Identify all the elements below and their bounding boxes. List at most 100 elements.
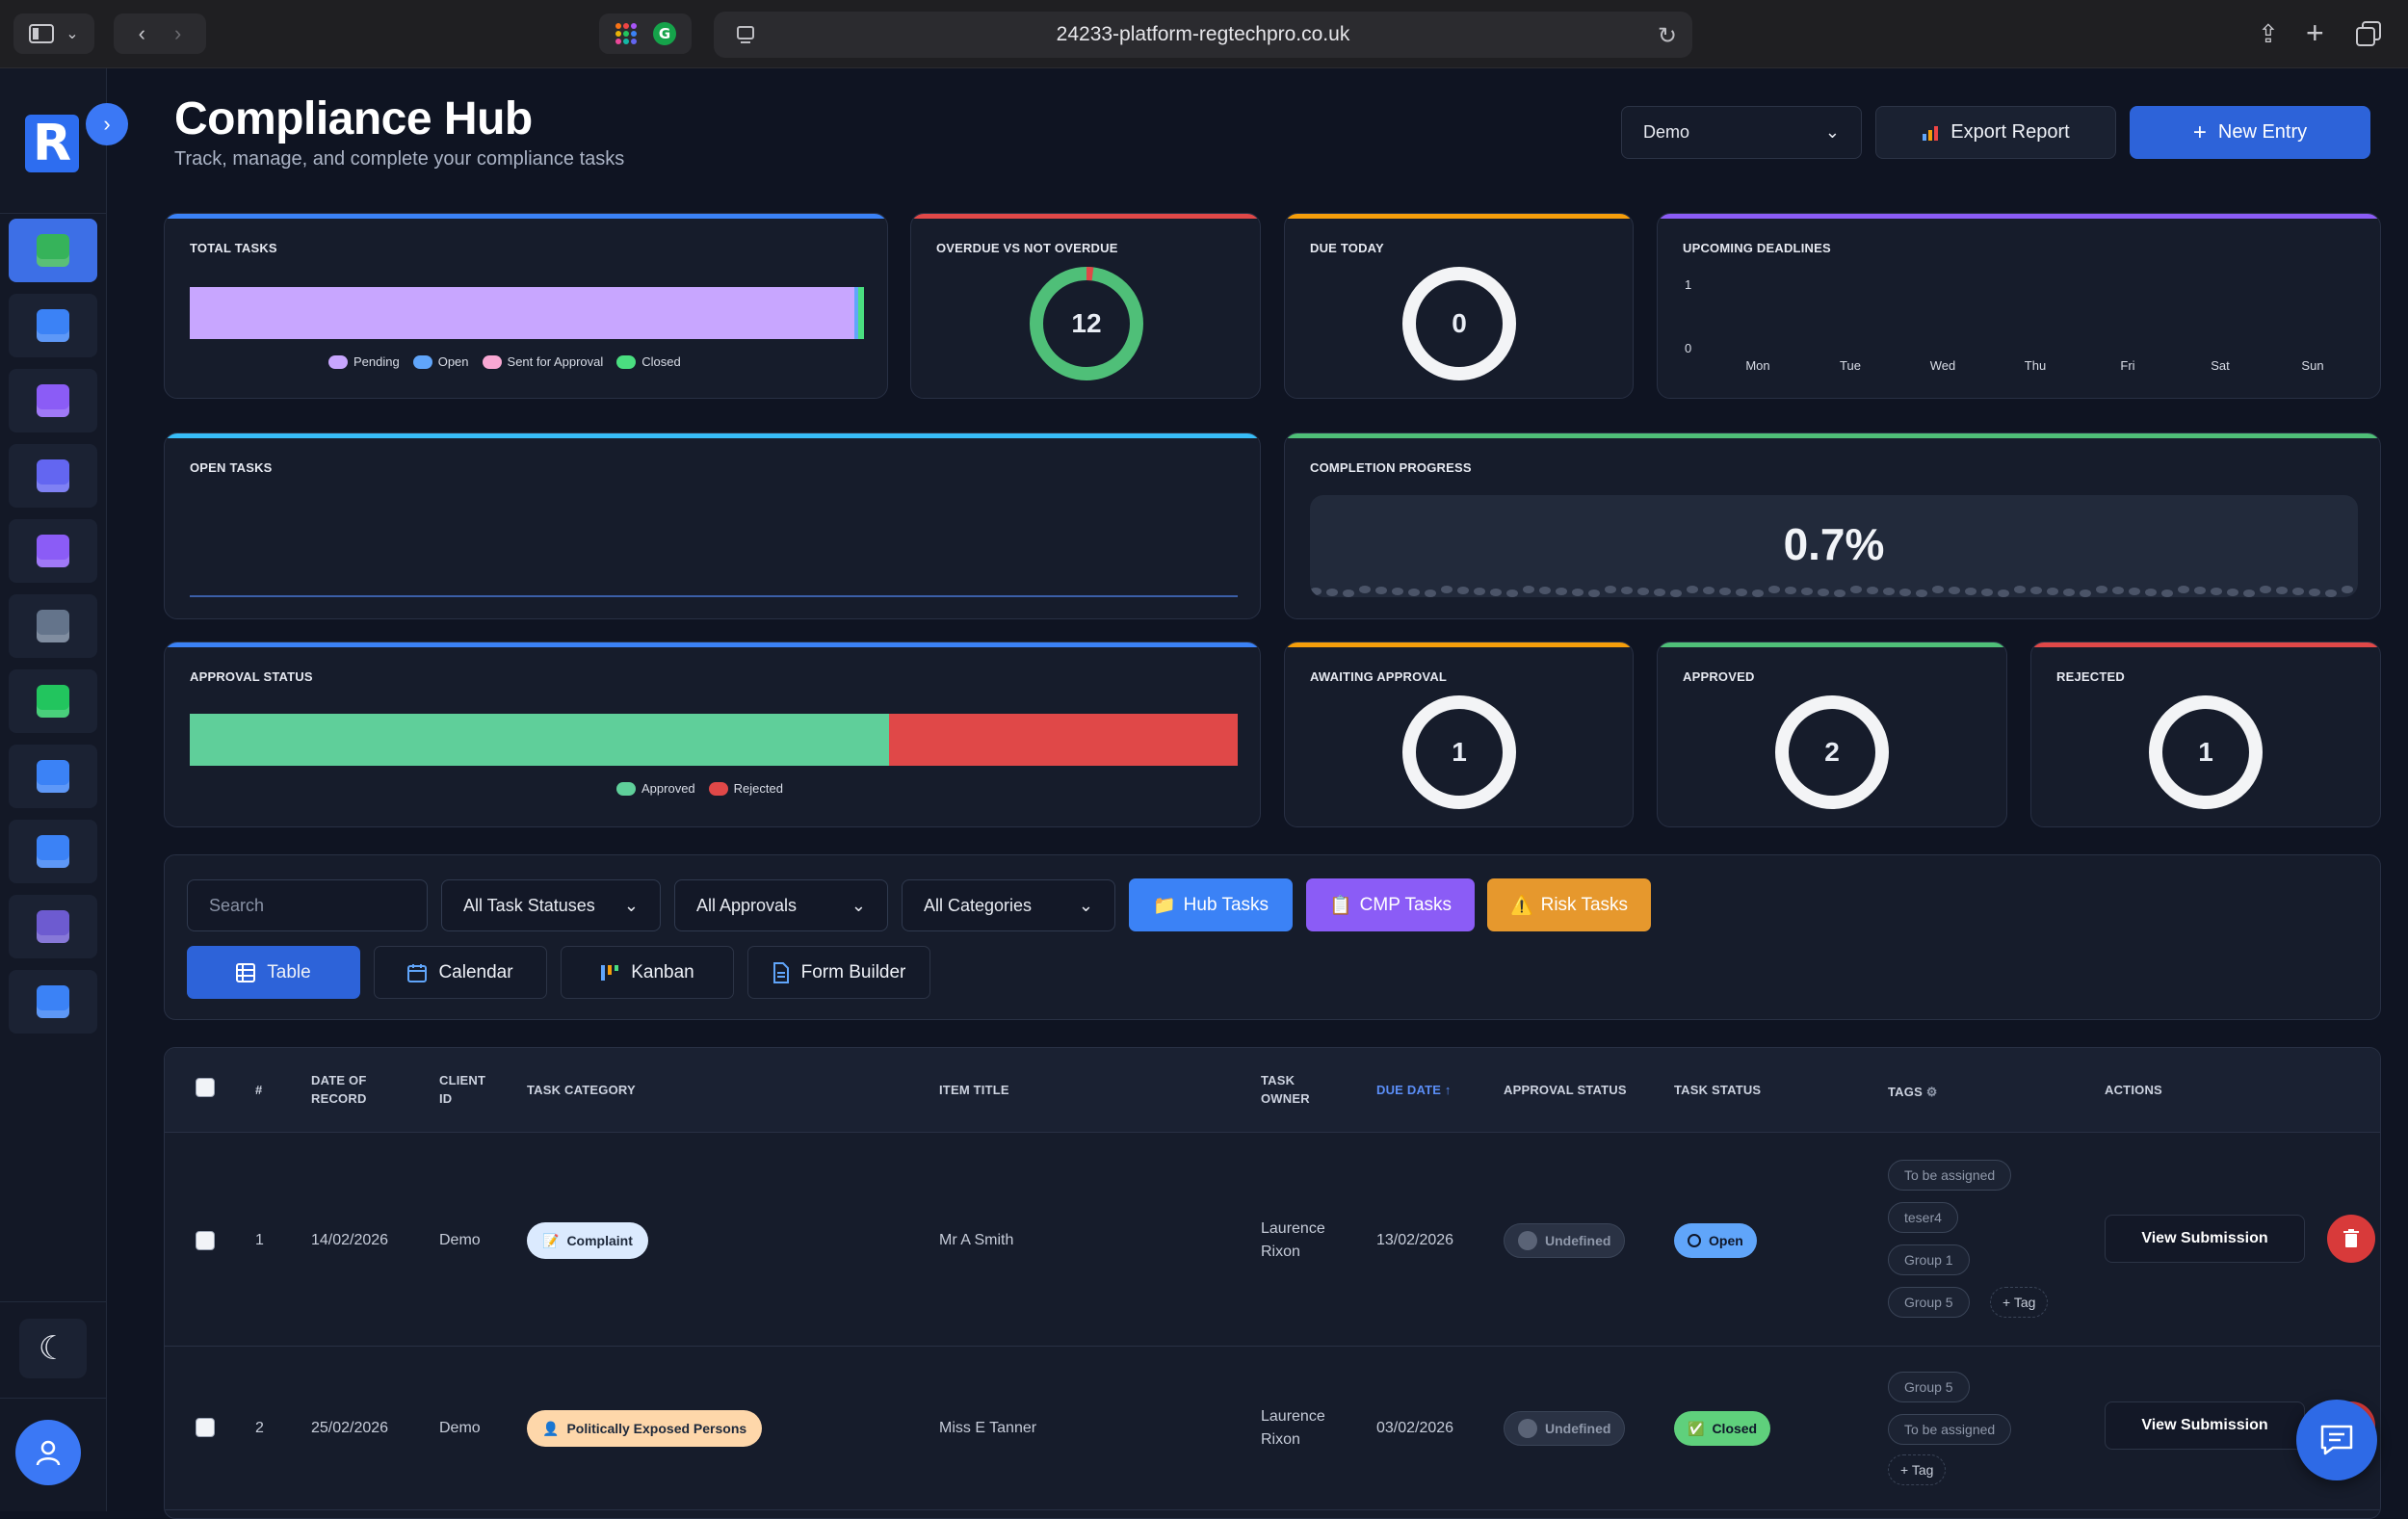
select-all-checkbox[interactable] [196, 1078, 215, 1097]
wave-dot [2080, 589, 2091, 597]
check-box-icon: ✅ [1688, 1420, 1705, 1436]
legend-item[interactable]: Closed [616, 354, 681, 369]
add-tag-button[interactable]: + Tag [1888, 1454, 1947, 1485]
client-select[interactable]: Demo ⌄ [1621, 106, 1862, 159]
tabs-overview-icon[interactable] [2356, 21, 2381, 51]
legend-item[interactable]: Rejected [708, 781, 783, 796]
col-header-approval[interactable]: APPROVAL STATUS [1504, 1083, 1627, 1097]
sidebar-item-chart[interactable] [9, 745, 97, 808]
back-button[interactable]: ‹ › [114, 13, 206, 54]
memo-icon: 📝 [542, 1232, 560, 1248]
wave-dot [2129, 588, 2140, 595]
date-of-record: 25/02/2026 [311, 1420, 389, 1436]
task-status-select[interactable]: All Task Statuses ⌄ [441, 879, 661, 931]
user-avatar-button[interactable] [15, 1420, 81, 1485]
tag-chip[interactable]: teser4 [1888, 1202, 1958, 1233]
search-input[interactable] [209, 895, 406, 916]
col-header-category[interactable]: TASK CATEGORY [527, 1083, 636, 1097]
legend-item[interactable]: Open [412, 354, 469, 369]
row-checkbox[interactable] [196, 1418, 215, 1437]
wave-dot [1359, 586, 1371, 593]
calendar-view-button[interactable]: Calendar [374, 946, 547, 999]
col-header-date[interactable]: DATE OF RECORD [311, 1073, 367, 1106]
wave-dot [2178, 586, 2189, 593]
tag-chip[interactable]: To be assigned [1888, 1160, 2012, 1191]
extensions-button[interactable]: G [599, 13, 692, 54]
form-builder-view-button[interactable]: Form Builder [747, 946, 930, 999]
legend-item[interactable]: Sent for Approval [482, 354, 604, 369]
tag-chip[interactable]: Group 5 [1888, 1287, 1970, 1318]
export-report-button[interactable]: Export Report [1875, 106, 2116, 159]
new-entry-button[interactable]: + New Entry [2130, 106, 2370, 159]
sidebar-item-numbered-list[interactable] [9, 895, 97, 958]
card-accent-bar [165, 214, 887, 219]
approvals-select[interactable]: All Approvals ⌄ [674, 879, 888, 931]
card-accent-bar [165, 433, 1260, 438]
add-tag-button[interactable]: + Tag [1990, 1287, 2049, 1318]
approval-status-badge: Undefined [1504, 1223, 1626, 1258]
col-header-title[interactable]: ITEM TITLE [939, 1083, 1009, 1097]
approval-status-card: APPROVAL STATUS Approved Rejected [164, 642, 1261, 827]
settings-icon[interactable]: ⚙ [1925, 1085, 1938, 1099]
delete-button[interactable] [2327, 1215, 2375, 1263]
sidebar-item-tasks[interactable] [9, 219, 97, 282]
col-header-status[interactable]: TASK STATUS [1674, 1083, 1762, 1097]
upcoming-deadlines-card: UPCOMING DEADLINES 1 0 Mon Tue Wed Thu Fri Sa… [1657, 213, 2381, 399]
sidebar-item-shield[interactable] [9, 444, 97, 508]
view-submission-button[interactable]: View Submission [2105, 1401, 2305, 1450]
awaiting-donut: 1 [1401, 694, 1517, 810]
legend-label: Open [437, 354, 469, 369]
chart-icon [37, 760, 69, 793]
apps-grid-icon [615, 23, 637, 44]
legend-item[interactable]: Approved [616, 781, 695, 796]
col-header-client[interactable]: CLIENT ID [439, 1073, 486, 1106]
categories-value: All Categories [924, 895, 1033, 915]
risk-tasks-button[interactable]: ⚠️ Risk Tasks [1487, 878, 1651, 931]
hub-tasks-button[interactable]: 📁 Hub Tasks [1129, 878, 1293, 931]
sidebar-item-users[interactable] [9, 369, 97, 432]
sidebar-item-edit-doc[interactable] [9, 820, 97, 883]
col-header-due-date[interactable]: DUE DATE ↑ [1376, 1083, 1452, 1097]
tag-chip[interactable]: Group 1 [1888, 1244, 1970, 1275]
sidebar-toggle-button[interactable]: ⌄ [13, 13, 94, 54]
overdue-donut: 12 [1029, 266, 1144, 381]
dark-mode-toggle[interactable]: ☾ [19, 1319, 87, 1378]
wave-dot [1654, 589, 1665, 596]
wave-dot [2325, 589, 2337, 597]
address-bar[interactable]: 24233-platform-regtechpro.co.uk ↻ [714, 12, 1692, 58]
reload-icon[interactable]: ↻ [1657, 23, 1677, 49]
share-icon[interactable]: ⇪ [2258, 19, 2279, 48]
overdue-value: 12 [1071, 308, 1102, 338]
clipboard-icon: 📋 [1328, 895, 1352, 916]
sidebar-item-list[interactable] [9, 594, 97, 658]
wave-dot [1408, 589, 1420, 596]
kanban-view-button[interactable]: Kanban [561, 946, 734, 999]
sidebar-expand-button[interactable]: › [86, 103, 128, 145]
new-tab-icon[interactable]: + [2306, 15, 2324, 50]
table-view-button[interactable]: Table [187, 946, 360, 999]
svg-text:G: G [659, 25, 670, 42]
col-header-owner[interactable]: TASK OWNER [1261, 1073, 1310, 1106]
card-accent-bar [911, 214, 1260, 219]
sidebar-item-monitor[interactable] [9, 970, 97, 1034]
view-submission-button[interactable]: View Submission [2105, 1215, 2305, 1263]
sidebar-item-clipboard[interactable] [9, 519, 97, 583]
categories-select[interactable]: All Categories ⌄ [902, 879, 1115, 931]
wave-dot [1326, 589, 1338, 596]
chat-support-button[interactable] [2296, 1400, 2377, 1480]
cmp-tasks-button[interactable]: 📋 CMP Tasks [1306, 878, 1475, 931]
open-circle-icon [1688, 1234, 1701, 1247]
card-title: APPROVAL STATUS [190, 669, 313, 684]
search-box [187, 879, 428, 931]
legend-item[interactable]: Pending [328, 354, 400, 369]
tag-chip[interactable]: Group 5 [1888, 1372, 1970, 1402]
tag-chip[interactable]: To be assigned [1888, 1414, 2012, 1445]
sidebar-item-card[interactable] [9, 669, 97, 733]
card-title: UPCOMING DEADLINES [1683, 241, 1831, 255]
legend-label: Sent for Approval [507, 354, 604, 369]
document-icon [772, 961, 789, 983]
row-checkbox[interactable] [196, 1231, 215, 1250]
card-title: DUE TODAY [1310, 241, 1384, 255]
sidebar-item-building[interactable] [9, 294, 97, 357]
chevron-down-icon: ⌄ [1078, 895, 1093, 915]
